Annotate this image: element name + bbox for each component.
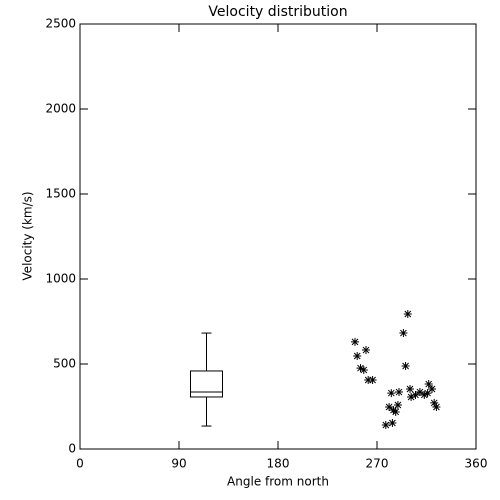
marker — [359, 365, 368, 374]
marker — [415, 388, 424, 397]
marker — [428, 384, 436, 393]
marker — [393, 400, 402, 409]
x-tick-label: 270 — [366, 457, 389, 471]
marker — [411, 390, 420, 399]
y-tick-label: 2500 — [45, 17, 76, 31]
y-axis-label: Velocity (km/s) — [21, 191, 35, 280]
marker — [385, 403, 394, 412]
marker — [387, 389, 396, 398]
marker — [406, 384, 414, 393]
plot-frame — [79, 23, 477, 450]
marker — [407, 392, 416, 401]
marker — [351, 337, 359, 346]
marker — [389, 406, 398, 415]
marker — [381, 421, 390, 430]
marker — [432, 403, 441, 412]
x-tick-label: 180 — [267, 457, 290, 471]
chart-title: Velocity distribution — [208, 4, 347, 20]
x-axis-label: Angle from north — [227, 475, 329, 489]
marker — [356, 364, 365, 373]
y-tick-label: 500 — [53, 357, 76, 371]
marker — [364, 375, 373, 384]
marker — [420, 390, 429, 399]
x-tick-label: 360 — [465, 457, 488, 471]
marker — [430, 398, 439, 407]
y-tick-label: 2000 — [45, 102, 76, 116]
marker — [368, 375, 377, 384]
marker — [399, 329, 408, 338]
marker — [401, 362, 410, 371]
marker — [388, 418, 397, 427]
marker — [403, 310, 412, 319]
y-tick-label: 1000 — [45, 272, 76, 286]
marker — [353, 352, 362, 361]
x-tick-label: 0 — [76, 457, 84, 471]
box — [190, 370, 223, 398]
marker — [395, 388, 403, 397]
x-tick-label: 90 — [171, 457, 186, 471]
y-tick-label: 1500 — [45, 187, 76, 201]
marker — [424, 380, 433, 389]
y-tick-label: 0 — [68, 442, 76, 456]
marker — [423, 389, 432, 398]
marker — [362, 346, 370, 355]
